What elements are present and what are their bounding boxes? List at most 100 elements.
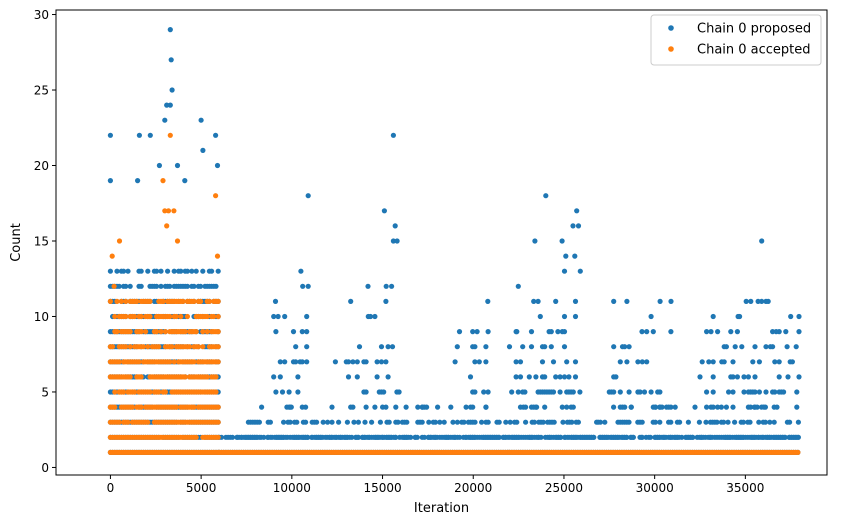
data-point: [756, 389, 763, 395]
data-point: [485, 298, 491, 304]
data-point: [123, 313, 129, 320]
data-point: [363, 404, 369, 410]
data-point: [531, 298, 537, 304]
y-tick-label: 20: [34, 159, 49, 173]
data-point: [325, 419, 331, 425]
data-point: [125, 268, 131, 274]
data-point: [550, 389, 557, 395]
data-point: [563, 253, 569, 259]
data-point: [704, 404, 710, 410]
data-point: [735, 313, 741, 320]
data-point: [295, 389, 301, 395]
data-point: [472, 419, 478, 425]
data-point: [657, 389, 663, 395]
data-point: [770, 329, 776, 335]
data-point: [538, 434, 544, 440]
data-point: [381, 389, 387, 395]
data-point: [165, 208, 172, 214]
data-point: [174, 162, 181, 169]
data-point: [389, 283, 395, 289]
data-point: [617, 359, 623, 365]
data-point: [528, 329, 535, 335]
data-point: [679, 434, 685, 440]
data-point: [703, 419, 709, 425]
data-point: [140, 344, 146, 350]
data-point: [383, 359, 389, 365]
data-point: [526, 374, 532, 380]
data-point: [127, 283, 133, 289]
data-point: [732, 419, 738, 425]
data-point: [503, 419, 509, 425]
data-point: [114, 268, 120, 274]
data-point: [214, 162, 221, 169]
data-point: [572, 253, 578, 259]
data-point: [154, 268, 160, 274]
data-point: [290, 329, 297, 335]
data-point: [390, 238, 396, 244]
data-point: [782, 434, 788, 440]
data-point: [794, 389, 800, 395]
data-point: [752, 389, 758, 395]
data-point: [783, 329, 789, 335]
data-point: [657, 404, 663, 410]
data-point: [639, 419, 645, 425]
data-point: [305, 283, 311, 289]
data-point: [723, 404, 730, 410]
data-point: [483, 359, 489, 365]
data-point: [286, 389, 292, 395]
data-point: [213, 132, 219, 138]
data-point: [474, 329, 480, 335]
x-tick-label: 5000: [186, 481, 217, 495]
data-point: [355, 419, 361, 425]
legend-label-accepted: Chain 0 accepted: [697, 43, 811, 58]
data-point: [213, 193, 219, 199]
data-point: [300, 283, 306, 289]
data-point: [572, 313, 579, 320]
data-point: [773, 329, 779, 335]
data-point: [506, 344, 513, 350]
data-point: [626, 344, 632, 350]
data-point: [574, 208, 580, 214]
data-point: [611, 404, 617, 410]
data-point: [193, 268, 199, 274]
data-point: [156, 344, 162, 350]
data-point: [561, 329, 568, 335]
data-point: [138, 329, 144, 335]
data-point: [229, 434, 236, 440]
data-point: [322, 434, 328, 440]
data-point: [329, 404, 335, 410]
data-point: [641, 389, 648, 395]
data-point: [173, 313, 179, 320]
data-point: [304, 344, 310, 350]
data-point: [756, 419, 762, 425]
data-point: [622, 404, 628, 410]
data-point: [107, 298, 113, 304]
data-point: [450, 419, 456, 425]
data-point: [572, 359, 579, 365]
data-point: [396, 389, 402, 395]
data-point: [763, 344, 769, 350]
data-point: [752, 344, 758, 350]
data-point: [463, 404, 469, 410]
data-point: [535, 298, 541, 304]
data-point: [505, 434, 511, 440]
data-point: [293, 344, 299, 350]
data-point: [305, 434, 311, 440]
x-axis-ticks: 0 5000 10000 15000 20000 25000 30000 35000: [107, 475, 764, 495]
data-point: [345, 374, 352, 380]
data-point: [708, 329, 714, 335]
data-point: [515, 389, 521, 395]
data-point: [644, 359, 650, 365]
data-point: [794, 404, 800, 410]
data-point: [281, 419, 287, 425]
data-point: [730, 389, 736, 395]
data-point: [648, 313, 654, 320]
data-point: [377, 419, 383, 425]
data-point: [154, 283, 160, 289]
data-point: [788, 313, 794, 320]
data-point: [559, 404, 565, 410]
data-point: [523, 404, 529, 410]
data-point: [718, 404, 725, 410]
data-point: [564, 434, 571, 440]
